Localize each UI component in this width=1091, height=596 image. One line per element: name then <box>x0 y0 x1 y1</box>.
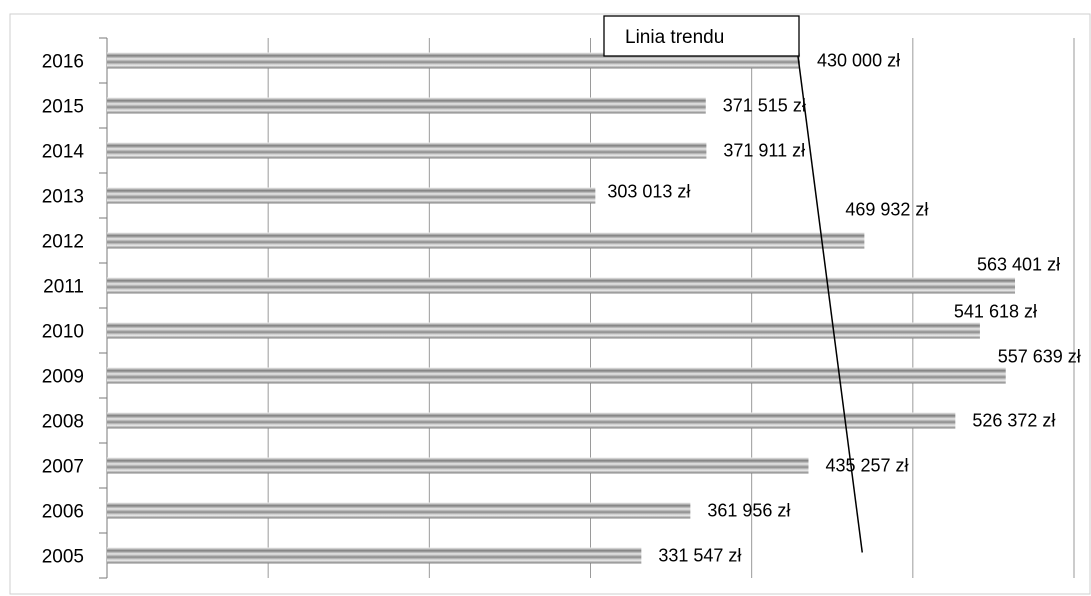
y-tick-label: 2010 <box>42 322 84 343</box>
data-label: 526 372 zł <box>972 411 1055 431</box>
trend-annotation: Linia trendu <box>603 15 863 553</box>
y-tick-label: 2009 <box>42 367 84 388</box>
data-label: 435 257 zł <box>825 456 908 476</box>
bar <box>107 502 691 519</box>
data-label: 371 515 zł <box>723 96 806 116</box>
bar <box>107 187 596 204</box>
y-tick-label: 2012 <box>42 232 84 253</box>
trend-label-box <box>603 15 800 57</box>
bar <box>107 277 1016 294</box>
trend-line <box>797 56 863 553</box>
bar <box>107 232 865 249</box>
y-tick-label: 2006 <box>42 502 84 523</box>
bar <box>107 322 980 339</box>
y-tick-label: 2011 <box>43 277 84 298</box>
bar <box>107 367 1006 384</box>
bar <box>107 142 707 159</box>
y-tick-label: 2008 <box>42 412 84 433</box>
data-label: 361 956 zł <box>707 501 790 521</box>
data-label: 541 618 zł <box>954 302 1037 322</box>
y-axis <box>99 37 108 579</box>
data-label: 557 639 zł <box>998 347 1081 367</box>
trend-label: Linia trendu <box>625 27 724 48</box>
bar <box>107 97 706 114</box>
y-tick-label: 2007 <box>42 457 84 478</box>
bars <box>107 52 1016 564</box>
bar <box>107 412 956 429</box>
y-tick-labels: 2016 2015 2014 2013 2012 2011 2010 2009 2008 2007… <box>42 52 85 568</box>
data-label: 331 547 zł <box>658 546 741 566</box>
bar <box>107 457 809 474</box>
data-label: 303 013 zł <box>607 182 690 202</box>
data-labels: 430 000 zł 371 515 zł 371 911 zł 303 013 zł… <box>607 51 1080 566</box>
data-label: 430 000 zł <box>817 51 900 71</box>
y-tick-label: 2016 <box>42 52 84 73</box>
bar <box>107 547 642 564</box>
gridlines <box>267 38 1075 578</box>
y-tick-label: 2015 <box>42 97 84 118</box>
y-tick-label: 2005 <box>42 547 84 568</box>
y-tick-label: 2013 <box>42 187 84 208</box>
data-label: 371 911 zł <box>723 141 805 161</box>
data-label: 563 401 zł <box>977 255 1060 275</box>
y-tick-label: 2014 <box>42 142 85 163</box>
data-label: 469 932 zł <box>845 200 928 220</box>
